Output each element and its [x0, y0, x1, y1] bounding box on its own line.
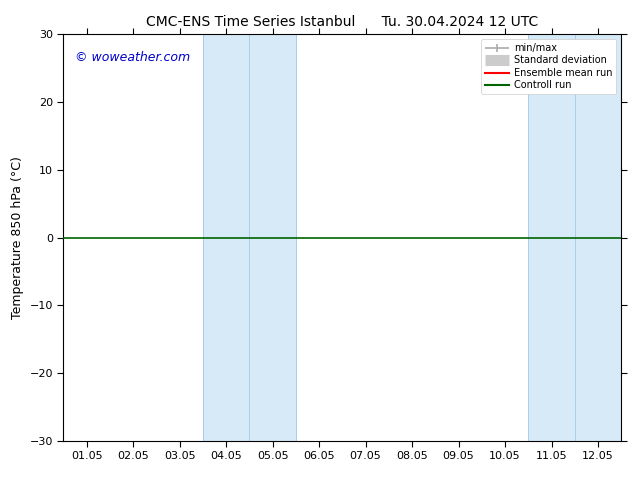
Legend: min/max, Standard deviation, Ensemble mean run, Controll run: min/max, Standard deviation, Ensemble me…: [481, 39, 616, 94]
Title: CMC-ENS Time Series Istanbul      Tu. 30.04.2024 12 UTC: CMC-ENS Time Series Istanbul Tu. 30.04.2…: [146, 15, 538, 29]
Bar: [528, 34, 634, 441]
Bar: [203, 34, 296, 441]
Text: © woweather.com: © woweather.com: [75, 50, 190, 64]
Y-axis label: Temperature 850 hPa (°C): Temperature 850 hPa (°C): [11, 156, 24, 319]
